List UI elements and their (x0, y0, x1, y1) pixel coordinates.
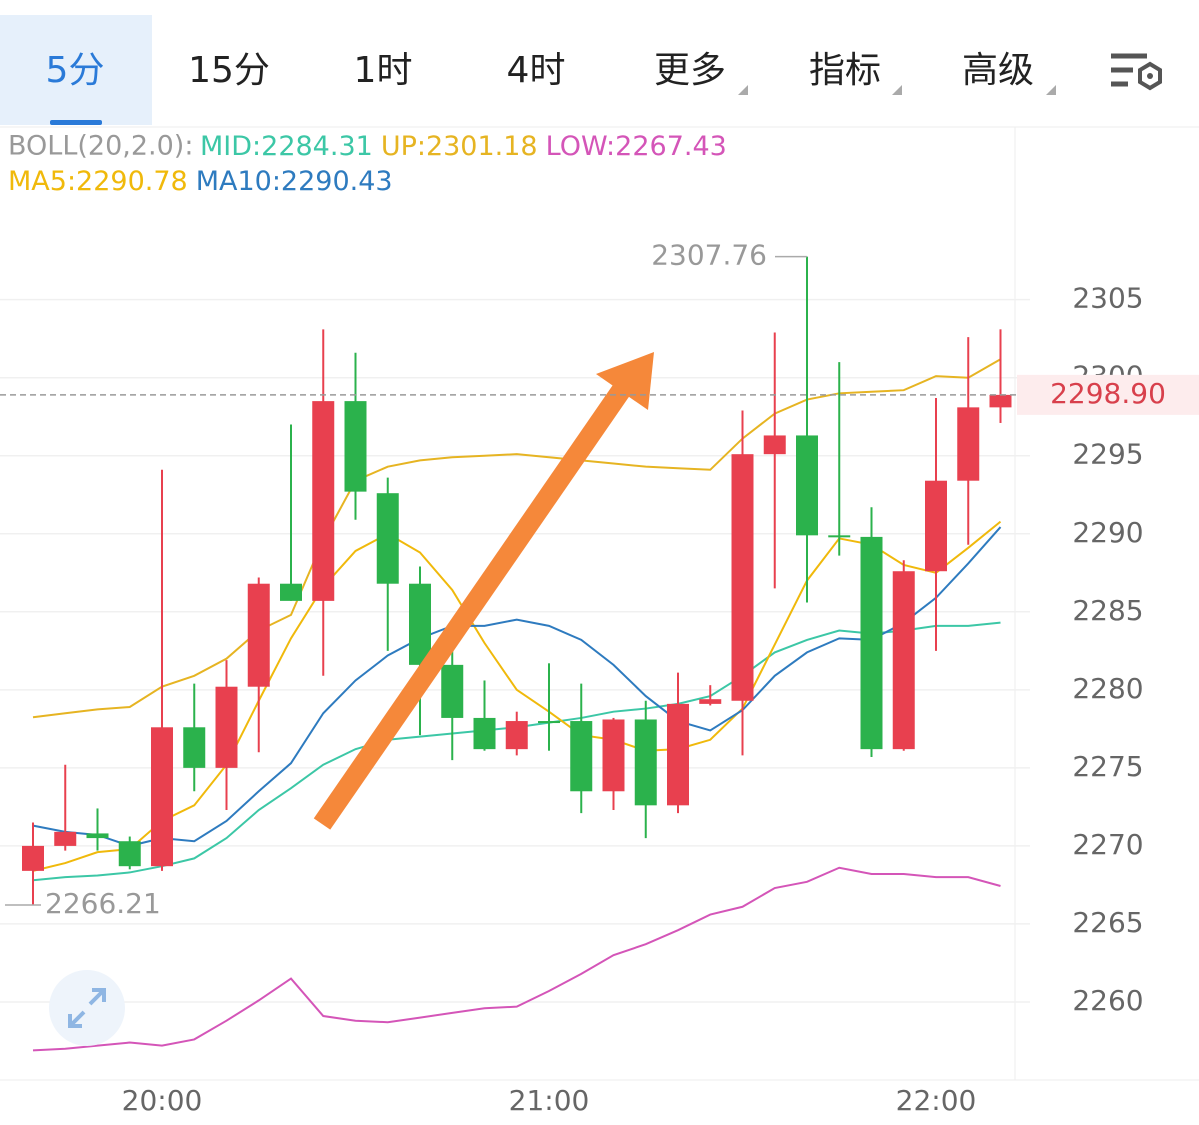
candle-body (505, 721, 528, 750)
candle-body (441, 664, 464, 718)
candle-body (86, 833, 109, 839)
dropdown-arrow (1046, 85, 1056, 95)
candle-body (602, 719, 625, 792)
expand-button[interactable] (49, 970, 125, 1046)
candle-body (796, 435, 818, 536)
candle-body (280, 583, 302, 601)
candle-body (54, 831, 77, 846)
y-tick-label: 2265 (1072, 906, 1143, 939)
current-price-label: 2298.90 (1050, 377, 1166, 410)
x-tick-label: 20:00 (122, 1084, 203, 1117)
y-tick-label: 2290 (1072, 516, 1143, 549)
candle-body (538, 721, 560, 724)
candle-body (247, 583, 270, 687)
tab[interactable]: 高级 (962, 50, 1034, 91)
y-tick-label: 2280 (1072, 672, 1143, 705)
candle-body (667, 703, 689, 806)
current-price-box (1017, 374, 1199, 415)
indicator-line (32, 866, 1001, 1052)
candle-body (570, 721, 593, 792)
candle-body (925, 480, 947, 572)
candle-body (957, 407, 980, 481)
y-tick-label: 2260 (1072, 984, 1143, 1017)
legend-item: UP:2301.18 (381, 131, 538, 162)
dropdown-arrow (738, 85, 748, 95)
y-tick-label: 2295 (1072, 438, 1143, 471)
tab[interactable]: 5分 (46, 50, 105, 91)
candle-body (183, 727, 206, 768)
candle-body (892, 571, 915, 750)
candle-body (763, 435, 786, 455)
candle-body (989, 394, 1012, 408)
settings-icon[interactable] (1111, 53, 1162, 91)
x-tick-label: 22:00 (896, 1084, 977, 1117)
legend-item: LOW:2267.43 (546, 131, 727, 162)
high-marker-label: 2307.76 (651, 239, 767, 272)
x-tick-label: 21:00 (509, 1084, 590, 1117)
legend-item: MA5:2290.78 (8, 166, 188, 197)
y-tick-label: 2305 (1072, 282, 1143, 315)
low-marker-label: 2266.21 (45, 887, 161, 920)
candle-body (22, 845, 44, 871)
y-tick-label: 2285 (1072, 594, 1143, 627)
candle-body (860, 536, 883, 750)
tab[interactable]: 更多 (654, 50, 726, 91)
tab[interactable]: 指标 (809, 50, 881, 91)
candle-body (409, 583, 431, 665)
indicator-line (32, 520, 1002, 872)
candle-body (344, 401, 367, 492)
tab[interactable]: 1时 (354, 50, 413, 91)
indicator-line (32, 526, 1002, 847)
legend-item: MA10:2290.43 (196, 166, 393, 197)
dropdown-arrow (892, 85, 902, 95)
dropdown-arrows (738, 85, 1056, 95)
candle-body (376, 493, 399, 584)
candle-body (699, 699, 722, 704)
candle-body (828, 535, 851, 538)
candle-body (473, 717, 496, 750)
candle-body (151, 727, 173, 867)
legend-row: MA5:2290.78 MA10:2290.43 (8, 166, 393, 197)
candle-body (731, 454, 754, 701)
candle-body (215, 686, 238, 768)
candle-body (634, 719, 657, 806)
active-tab-indicator (50, 120, 102, 125)
legend-row: MID:2284.31 UP:2301.18 LOW:2267.43 (200, 131, 727, 162)
active-tab-bg (0, 15, 152, 125)
legend-item: MID:2284.31 (200, 131, 373, 162)
candle-body (312, 401, 335, 601)
y-tick-label: 2275 (1072, 750, 1143, 783)
y-tick-label: 2270 (1072, 828, 1143, 861)
legend-indicator: BOLL(20,2.0): (8, 131, 193, 162)
candle-body (118, 841, 141, 867)
trend-arrow (313, 352, 654, 830)
tab[interactable]: 15分 (188, 50, 270, 91)
tab[interactable]: 4时 (507, 50, 566, 91)
